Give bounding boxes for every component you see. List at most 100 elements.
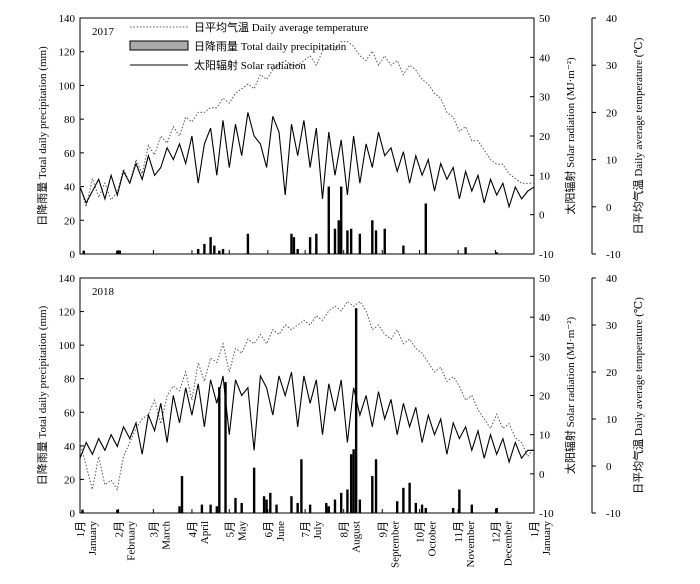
y-right1-tick-label: -10 <box>539 508 554 520</box>
y-right1-tick-label: 0 <box>539 210 545 222</box>
precipitation-bar <box>358 499 362 513</box>
precipitation-bar <box>82 250 85 254</box>
precipitation-bar <box>240 502 243 513</box>
x-month-label-en: April <box>199 521 211 544</box>
precipitation-bar <box>346 489 349 513</box>
x-month-label-zh: 11月 <box>453 521 465 543</box>
x-month-label-en: January <box>87 521 99 556</box>
x-month-label-en: May <box>236 521 248 542</box>
precipitation-bar <box>495 507 498 513</box>
y-right2-tick-label: 30 <box>606 60 618 72</box>
precipitation-bar <box>265 499 268 513</box>
plot-frame <box>79 277 535 514</box>
precipitation-bar <box>218 387 221 513</box>
y-right2-tick-label: 40 <box>606 13 618 25</box>
x-month-label-en: June <box>275 521 287 541</box>
y-right1-tick-label: 20 <box>539 131 551 143</box>
y-left-tick-label: 20 <box>64 474 76 486</box>
chart-panel-2017: 0 20 40 60 80 100 120 140 -10 0 10 20 30 40 50 -10 0 10 20… <box>35 13 645 261</box>
precipitation-bar <box>337 220 340 254</box>
precipitation-bar <box>221 248 225 254</box>
y-left-tick-label: 100 <box>59 340 76 352</box>
panel-year-label: 2018 <box>92 286 115 298</box>
x-month-label-zh: 4月 <box>187 521 199 538</box>
x-month-label-zh: 5月 <box>224 521 236 538</box>
precipitation-bar <box>180 476 184 513</box>
y-left-tick-label: 60 <box>64 407 76 419</box>
y-right1-tick-label: 30 <box>539 351 551 363</box>
precipitation-bar <box>118 250 122 254</box>
precipitation-bar <box>333 228 337 254</box>
precipitation-bar <box>424 203 427 254</box>
y-right2-tick-label: 30 <box>606 320 618 332</box>
precipitation-bar <box>290 496 293 513</box>
chart-panel-2018: 0 20 40 60 80 100 120 140 -10 0 10 20 30 40 50 -10 0 10 20… <box>35 273 645 520</box>
precipitation-bar <box>408 482 411 513</box>
x-month-label-zh: 6月 <box>263 521 275 538</box>
y-right2-tick-label: 20 <box>606 367 618 379</box>
temperature-line <box>79 41 534 207</box>
panel-year-label: 2017 <box>92 26 115 38</box>
y-left-tick-label: 140 <box>59 273 76 285</box>
precipitation-bar <box>209 504 212 513</box>
x-month-label-en: November <box>465 521 477 568</box>
precipitation-bar <box>296 502 299 513</box>
precipitation-bar <box>252 467 256 513</box>
precipitation-bar <box>420 504 424 513</box>
x-month-label-zh: 2月 <box>114 521 126 538</box>
precipitation-bar <box>116 509 119 513</box>
x-month-label-zh: 1月 <box>75 521 87 538</box>
y-right2-tick-label: 10 <box>606 155 618 167</box>
y-right2-tick-label: -10 <box>606 249 621 261</box>
precipitation-bar <box>414 502 418 513</box>
y-right1-tick-label: 40 <box>539 52 551 64</box>
y-left-tick-label: 80 <box>64 374 76 386</box>
precipitation-bar <box>81 509 84 513</box>
y-left-tick-label: 120 <box>59 307 76 319</box>
x-month-label-zh: 10月 <box>415 521 427 543</box>
precipitation-bar <box>196 248 200 254</box>
precipitation-bar <box>374 230 378 254</box>
x-month-label-en: March <box>160 521 172 550</box>
precipitation-bar <box>333 499 337 513</box>
y-left-tick-label: 40 <box>64 182 76 194</box>
precipitation-bar <box>292 237 296 254</box>
x-month-label-zh: 12月 <box>490 521 502 543</box>
precipitation-bar <box>358 233 362 254</box>
precipitation-bar <box>218 250 221 254</box>
y-right1-tick-label: 40 <box>539 312 551 324</box>
precipitation-bar <box>234 497 237 513</box>
precipitation-bar <box>451 507 455 513</box>
precipitation-bar <box>308 237 312 254</box>
precipitation-bar <box>349 228 353 254</box>
precipitation-bar <box>424 507 427 513</box>
y-right2-axis-label: 日平均气温 Daily average temperature (℃) <box>631 37 645 234</box>
precipitation-bar <box>495 252 498 254</box>
precipitation-bar <box>200 504 204 513</box>
precipitation-bar <box>470 504 474 513</box>
precipitation-bar <box>300 459 303 513</box>
y-left-tick-label: 100 <box>59 80 76 92</box>
x-month-label-en: July <box>312 521 324 540</box>
y-right1-tick-label: 20 <box>539 391 551 403</box>
legend-precipitation-swatch <box>129 40 189 51</box>
precipitation-bar <box>213 245 216 254</box>
precipitation-bar <box>458 489 461 513</box>
precipitation-bar <box>308 504 312 513</box>
x-month-label-zh: 8月 <box>339 521 351 538</box>
y-left-axis-label: 日降雨量 Total daily precipitation (mm) <box>35 305 49 485</box>
x-month-label-zh: 7月 <box>300 521 312 538</box>
precipitation-bar <box>402 487 405 513</box>
plot-frame <box>79 17 535 255</box>
y-left-tick-label: 20 <box>64 215 76 227</box>
x-month-label-zh: 1月 <box>529 521 541 538</box>
y-right2-tick-label: 0 <box>606 202 612 214</box>
temperature-line <box>79 300 535 491</box>
y-right1-tick-label: 30 <box>539 92 551 104</box>
y-right2-tick-label: 20 <box>606 107 618 119</box>
precipitation-bar <box>352 449 355 513</box>
precipitation-bar <box>325 502 328 513</box>
y-right2-axis-label: 日平均气温 Daily average temperature (℃) <box>631 297 645 494</box>
y-left-tick-label: 0 <box>70 508 76 520</box>
precipitation-bar <box>315 233 318 254</box>
